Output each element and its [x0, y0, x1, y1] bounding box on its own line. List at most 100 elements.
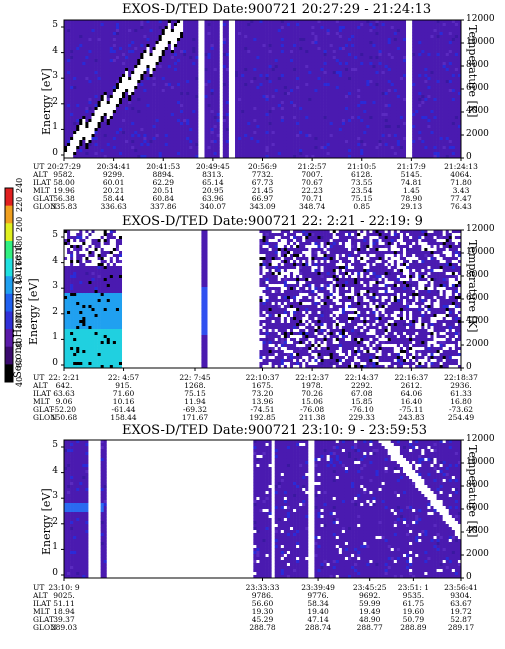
panel2-ytick-right-label: 6000 — [466, 293, 489, 303]
panel1-ytick-right-label: 2000 — [466, 129, 489, 139]
panel1-ephem-value: 20.21 — [102, 186, 125, 195]
panel1-ytick-right-label: 8000 — [466, 60, 489, 70]
panel2-ephem-value: 158.44 — [110, 413, 137, 422]
colorbar-segment — [5, 293, 13, 312]
panel2-ephem-value: 71.60 — [112, 389, 135, 398]
panel1-ephem-value: 335.83 — [50, 202, 78, 211]
panel2-ephem-value: 9.06 — [55, 397, 73, 406]
panel2-ephem-rowname: UT — [33, 373, 45, 382]
panel1-ephem-rowname: UT — [33, 162, 45, 171]
panel2-ephem-value: 642. — [55, 381, 73, 390]
panel3-ytick-label: 0 — [52, 568, 58, 578]
panel1-ytick-right-label: 12000 — [466, 14, 495, 24]
panel1-ephem-value: 56.38 — [53, 194, 75, 203]
panel3-ephem-value: 58.34 — [307, 599, 329, 608]
panel3-ephem-value: 63.67 — [450, 599, 472, 608]
panel1-ephem-value: 6128. — [351, 170, 373, 179]
panel1-ephem-rowname: ILAT — [33, 178, 51, 187]
panel3-ephem-value: 19.60 — [402, 607, 425, 616]
panel2-ephem-value: -61.44 — [111, 405, 136, 414]
panel1-ephem-value: 9299. — [102, 170, 125, 179]
colorbar-segment — [5, 364, 13, 383]
panel1-ephem-value: 60.84 — [152, 194, 174, 203]
panel3-ytick-right-label: 0 — [466, 572, 472, 582]
colorbar-segment — [5, 329, 13, 348]
panel1-ephem-value: 66.97 — [251, 194, 274, 203]
panel1-ephem-value: 343.09 — [249, 202, 276, 211]
panel1-ytick-right-label: 0 — [466, 152, 472, 162]
panel3-ephem-value: 288.74 — [304, 623, 332, 632]
panel2-ephem-value: 11.94 — [184, 397, 206, 406]
panel3-ephem-value: 9692. — [358, 591, 381, 600]
panel1-ephem-value: 8894. — [152, 170, 174, 179]
panel2-ephem-value: -75.11 — [399, 405, 424, 414]
panel2-ephem-rowname: GLON — [33, 413, 57, 422]
colorbar-segment — [5, 346, 13, 365]
panel1-ephem-rowname: GLON — [33, 202, 57, 211]
panel3-ephem-value: 9786. — [251, 591, 274, 600]
panel2-ephem-value: 22:10:37 — [245, 373, 280, 382]
panel2-ytick-right-label: 0 — [466, 362, 472, 372]
panel3-ephem-value: 45.29 — [251, 615, 274, 624]
panel2-ephem-value: 915. — [115, 381, 132, 390]
panel2-ephem-rowname: MLT — [33, 397, 51, 406]
panel3-ephem-value: 23:45:25 — [352, 583, 387, 592]
panel1-ylabel: Energy [eV] — [40, 68, 53, 135]
colorbar-segment — [5, 311, 13, 330]
panel1-ephem-value: 70.67 — [301, 178, 323, 187]
panel3-ephem-value: 289.03 — [50, 623, 78, 632]
panel3-ephem-value: 9025. — [53, 591, 75, 600]
panel2-ephem-value: 61.33 — [450, 389, 472, 398]
panel2-ephem-rowname: ALT — [33, 381, 48, 390]
colorbar-segment — [5, 276, 13, 295]
panel2-ephem-value: 211.38 — [299, 413, 326, 422]
panel2-ephem-value: 67.08 — [351, 389, 373, 398]
panel3-ephem-value: 19.40 — [307, 607, 329, 616]
panel1-ephem-value: 21.45 — [251, 186, 274, 195]
panel1-ephem-value: 77.47 — [450, 194, 472, 203]
panel2-title: EXOS-D/TED Date:900721 22: 2:21 - 22:19:… — [122, 214, 423, 229]
panel3-ephem-value: 9304. — [450, 591, 472, 600]
panel2-ephem-value: -73.62 — [448, 405, 474, 414]
panel1-ephem-value: 73.55 — [351, 178, 373, 187]
panel2-ephem-value: 22: 4:57 — [107, 373, 140, 382]
colorbar-tick-label: 120 — [15, 294, 24, 310]
panel3-ephem-value: 39.37 — [53, 615, 75, 624]
panel3-ytick-right-label: 12000 — [466, 434, 495, 444]
panel1-ephem-value: 0.85 — [353, 202, 371, 211]
panel2-ephem-value: 150.68 — [50, 413, 78, 422]
panel2-ytick-label: 0 — [52, 358, 58, 368]
panel3-ephem-rowname: GLON — [33, 623, 57, 632]
panel3-ephem-value: 19.72 — [450, 607, 472, 616]
panel3-ephem-rowname: ILAT — [33, 599, 51, 608]
colorbar-segment — [5, 188, 13, 207]
panel1-ephem-value: 20.51 — [152, 186, 174, 195]
panel2-ephem-value: 192.85 — [249, 413, 276, 422]
panel1-ephem-value: 71.80 — [450, 178, 472, 187]
panel2-ytick-right-label: 2000 — [466, 339, 489, 349]
panel1-ephem-value: 5145. — [400, 170, 423, 179]
panel1-ephem-value: 340.07 — [199, 202, 226, 211]
panel1-ytick-label: 4 — [52, 45, 58, 56]
panel2-ephem-value: 1268. — [184, 381, 206, 390]
panel1-ephem-value: 29.13 — [400, 202, 423, 211]
panel3-ephem-rowname: MLT — [33, 607, 51, 616]
colorbar-segment — [5, 223, 13, 242]
panel3-ephem-value: 288.77 — [356, 623, 383, 632]
panel2-ephem-value: 229.33 — [348, 413, 375, 422]
panel2-ephem-value: 1675. — [251, 381, 274, 390]
panel3-ephem-value: 23:56:41 — [444, 583, 478, 592]
panel2-ephem-value: 2936. — [450, 381, 472, 390]
panel1-ephem-rowname: MLT — [33, 186, 51, 195]
panel3-ephem-value: 52.87 — [450, 615, 472, 624]
panel2-ytick-right-label: 10000 — [466, 247, 495, 257]
panel3-ephem-value: 23:10: 9 — [48, 583, 80, 592]
panel2-ephem-value: 22:18:37 — [444, 373, 478, 382]
colorbar-segment — [5, 258, 13, 277]
panel1-ephem-rowname: GLAT — [33, 194, 54, 203]
panel1-ephem-value: 4064. — [450, 170, 472, 179]
panel2-ytick-label: 4 — [52, 255, 58, 266]
panel1-ephem-value: 20:49:45 — [196, 162, 230, 171]
panel2-ephem-value: -76.08 — [300, 405, 325, 414]
